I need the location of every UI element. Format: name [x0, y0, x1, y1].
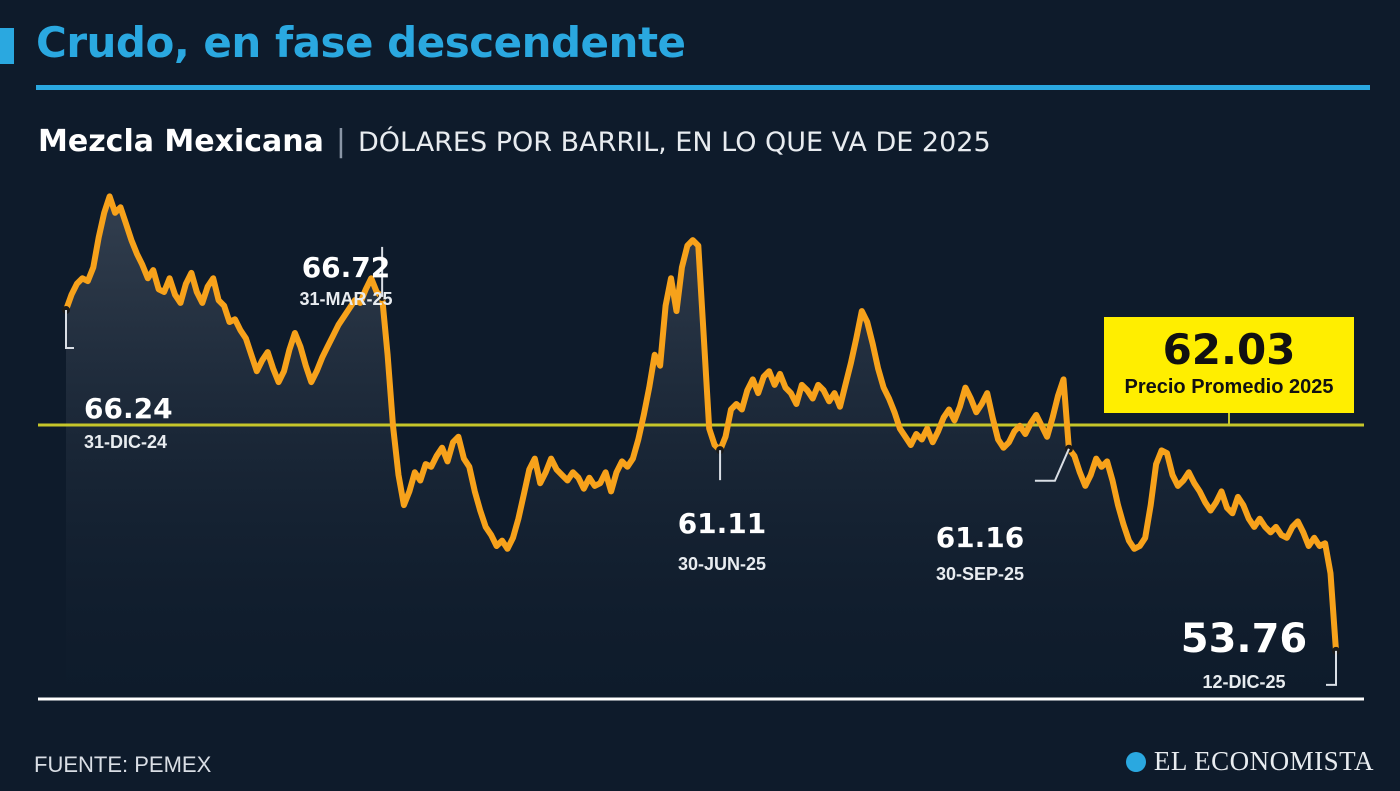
annotation-value: 61.16: [936, 521, 1025, 554]
globe-icon: [1125, 751, 1146, 772]
subtitle-series-name: Mezcla Mexicana: [38, 124, 324, 159]
annotation-date: 30-JUN-25: [678, 554, 766, 574]
annotation-leader: [1034, 448, 1070, 482]
chart-subtitle: Mezcla Mexicana | DÓLARES POR BARRIL, EN L…: [38, 124, 991, 159]
subtitle-unit: DÓLARES POR BARRIL, EN LO QUE VA DE 2025: [358, 127, 991, 158]
annotation-date: 31-DIC-24: [84, 432, 167, 452]
title-accent-bar: [0, 28, 14, 64]
annotation-leader: [65, 310, 74, 350]
price-series-line: [63, 193, 1339, 654]
page-title: Crudo, en fase descendente: [36, 18, 686, 67]
average-price-label: Precio Promedio 2025: [1124, 376, 1334, 398]
average-price-value: 62.03: [1162, 325, 1296, 374]
annotation-value: 66.24: [84, 392, 173, 425]
annotation-value: 61.11: [678, 507, 767, 540]
title-rule: [36, 85, 1370, 90]
publisher-logo: EL ECONOMISTA: [1125, 746, 1374, 777]
annotation-date: 12-DIC-25: [1202, 672, 1285, 692]
source-note: FUENTE: PEMEX: [34, 752, 212, 777]
annotation-date: 30-SEP-25: [936, 564, 1024, 584]
annotation-leader: [1326, 650, 1337, 686]
annotation-value: 53.76: [1181, 616, 1308, 662]
average-price-box: 62.03 Precio Promedio 2025: [1104, 317, 1354, 413]
annotation-value: 66.72: [302, 251, 391, 284]
publisher-name: EL ECONOMISTA: [1153, 746, 1374, 776]
annotation-date: 31-MAR-25: [299, 289, 392, 309]
subtitle-separator: |: [335, 124, 346, 159]
